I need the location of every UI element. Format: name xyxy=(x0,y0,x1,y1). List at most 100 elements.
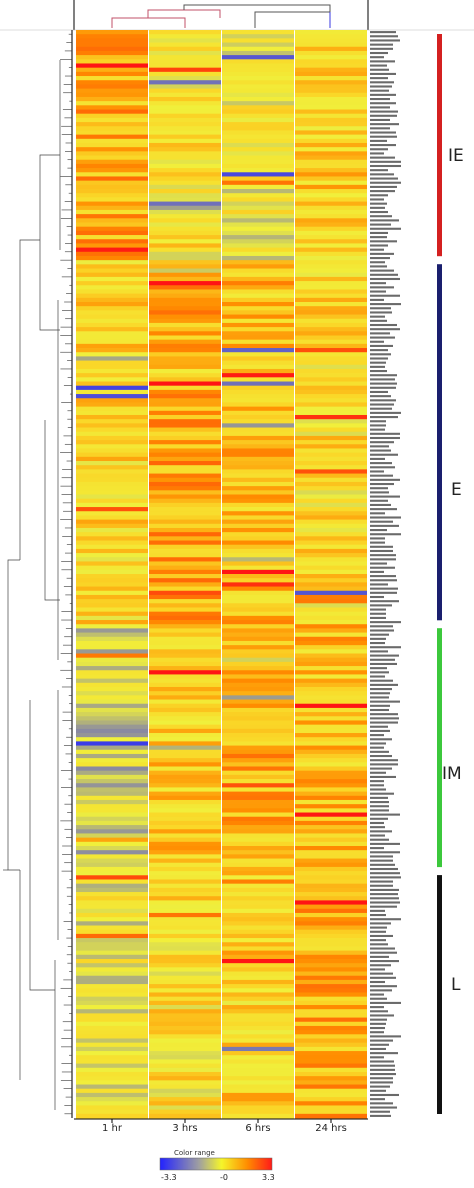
heatmap-cell xyxy=(76,1021,148,1027)
heatmap-cell xyxy=(76,858,148,864)
heatmap-cell xyxy=(149,1071,221,1077)
heatmap-cell xyxy=(295,264,367,269)
heatmap-cell xyxy=(76,670,148,675)
heatmap-cell xyxy=(222,126,294,131)
heatmap-cell xyxy=(149,348,221,353)
heatmap-cell xyxy=(149,197,221,202)
heatmap-cell xyxy=(222,858,294,864)
row-label-mark xyxy=(370,1085,390,1088)
heatmap-cell xyxy=(222,670,294,675)
heatmap-cell xyxy=(222,343,294,349)
heatmap-cell xyxy=(222,896,294,901)
row-label-mark xyxy=(370,608,386,611)
row-label-mark xyxy=(370,399,396,402)
row-label-mark xyxy=(370,746,384,749)
heatmap-cell xyxy=(76,887,148,893)
heatmap-cell xyxy=(149,523,221,529)
heatmap-cell xyxy=(149,76,221,81)
heatmap-cell xyxy=(222,737,294,742)
heatmap-cell xyxy=(76,699,148,705)
heatmap-cell xyxy=(149,243,221,248)
heatmap-cell xyxy=(149,661,221,667)
heatmap-cell xyxy=(76,1030,148,1035)
heatmap-cell xyxy=(149,766,221,772)
heatmap-cell xyxy=(295,645,367,650)
heatmap-cell xyxy=(76,846,148,851)
heatmap-cell xyxy=(149,590,221,596)
heatmap-cell xyxy=(76,147,148,152)
row-label-mark xyxy=(370,374,397,377)
heatmap-cell xyxy=(76,674,148,680)
heatmap-cell xyxy=(76,214,148,219)
heatmap-cell xyxy=(222,281,294,286)
heatmap-cell xyxy=(149,599,221,604)
heatmap-cell xyxy=(76,226,148,232)
heatmap-cell xyxy=(149,486,221,491)
heatmap-cell xyxy=(149,218,221,223)
heatmap-cell xyxy=(76,356,148,361)
heatmap-cell xyxy=(222,80,294,85)
heatmap-cell xyxy=(222,302,294,307)
heatmap-cell xyxy=(295,1000,367,1006)
heatmap-cell xyxy=(295,586,367,592)
heatmap-cell xyxy=(222,138,294,144)
heatmap-cell xyxy=(76,360,148,366)
heatmap-cell xyxy=(222,368,294,374)
heatmap-cell xyxy=(222,963,294,968)
row-label-mark xyxy=(370,805,389,808)
row-label-mark xyxy=(370,403,394,406)
heatmap-cell xyxy=(222,92,294,98)
heatmap-cell xyxy=(222,515,294,520)
heatmap-cell xyxy=(295,394,367,399)
heatmap-cell xyxy=(76,762,148,767)
heatmap-cell xyxy=(222,1005,294,1010)
row-label-mark xyxy=(370,838,389,841)
heatmap-cell xyxy=(295,791,367,797)
heatmap-cell xyxy=(76,327,148,332)
heatmap-cell xyxy=(149,511,221,516)
row-label-mark xyxy=(370,319,387,322)
row-label-mark xyxy=(370,867,398,871)
heatmap-cell xyxy=(222,557,294,562)
heatmap-cell xyxy=(222,825,294,830)
heatmap-cell xyxy=(222,84,294,89)
heatmap-cell xyxy=(295,276,367,282)
heatmap-cell xyxy=(222,904,294,910)
heatmap-cell xyxy=(76,825,148,830)
heatmap-cell xyxy=(76,854,148,859)
heatmap-cell xyxy=(295,745,367,751)
row-label-mark xyxy=(370,39,400,42)
heatmap-cell xyxy=(149,653,221,659)
row-label-mark xyxy=(370,792,394,795)
heatmap-cell xyxy=(222,34,294,39)
row-label-mark xyxy=(370,470,384,473)
row-label-mark xyxy=(370,930,386,933)
heatmap-cell xyxy=(149,172,221,177)
row-label-mark xyxy=(370,897,399,900)
heatmap-cell xyxy=(295,942,367,947)
heatmap-cell xyxy=(76,1046,148,1052)
heatmap-cell xyxy=(295,553,367,558)
heatmap-cell xyxy=(222,745,294,751)
row-label-mark xyxy=(370,219,399,222)
row-label-mark xyxy=(370,1102,393,1105)
heatmap-cell xyxy=(76,197,148,202)
heatmap-cell xyxy=(76,1055,148,1060)
heatmap-cell xyxy=(149,302,221,307)
row-label-mark xyxy=(370,692,390,695)
row-label-mark xyxy=(370,31,396,34)
row-label-mark xyxy=(370,457,385,460)
heatmap-cell xyxy=(295,38,367,43)
heatmap-cell xyxy=(222,841,294,847)
heatmap-cell xyxy=(295,151,367,156)
heatmap-cell xyxy=(76,875,148,880)
heatmap-cell xyxy=(149,448,221,454)
heatmap-cell xyxy=(76,113,148,119)
heatmap-cell xyxy=(149,720,221,726)
heatmap-cell xyxy=(295,1059,367,1064)
row-label-mark xyxy=(370,541,385,544)
heatmap-cell xyxy=(295,628,367,633)
heatmap-cell xyxy=(222,159,294,165)
heatmap-cell xyxy=(76,222,148,228)
